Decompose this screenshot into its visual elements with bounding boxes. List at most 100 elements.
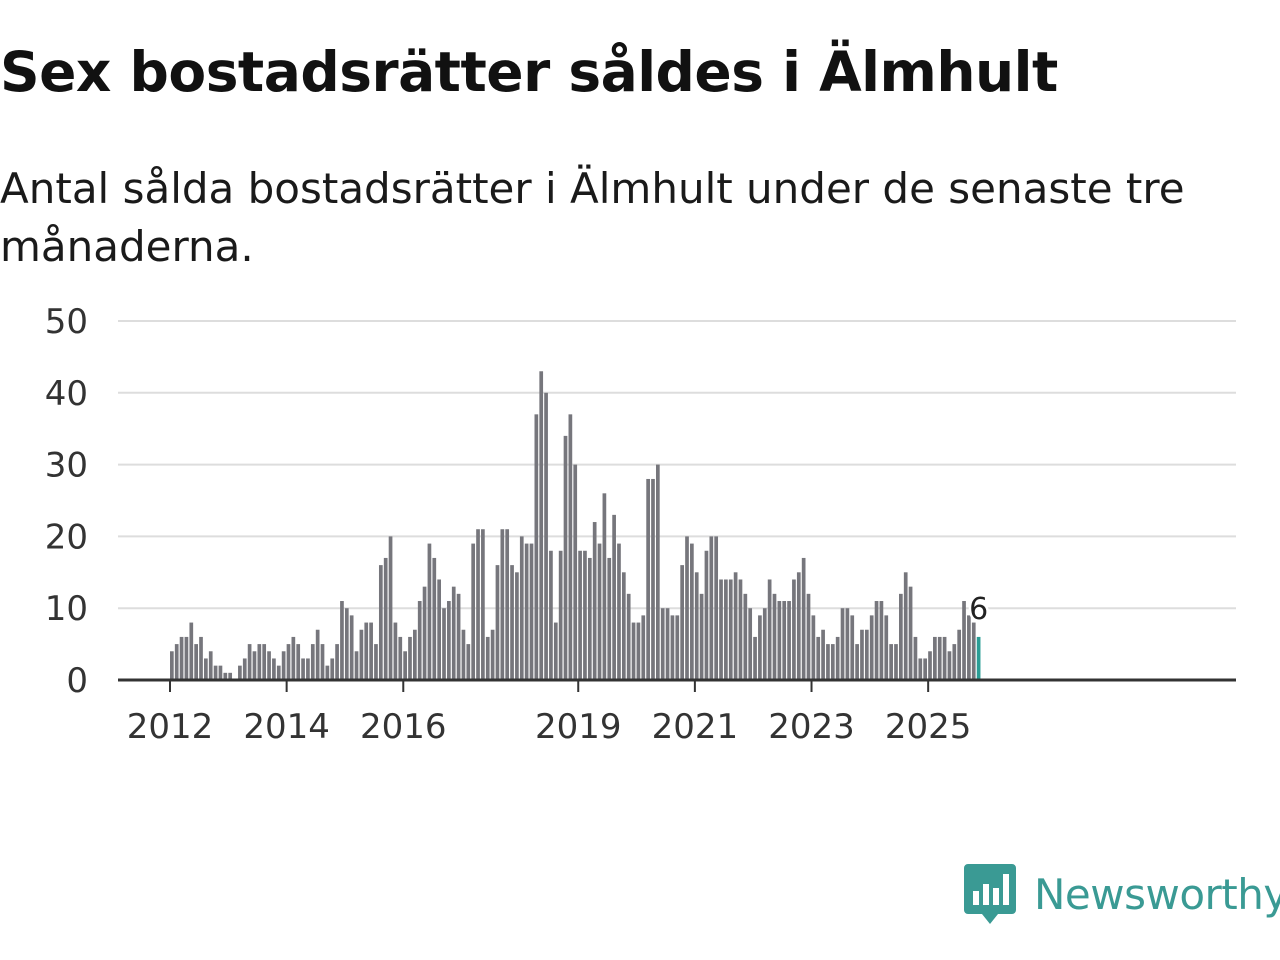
bar [276, 665, 281, 680]
x-tick-label: 2025 [885, 707, 972, 747]
bar [242, 658, 247, 680]
bar [184, 636, 189, 680]
bar [826, 644, 830, 680]
bar [267, 651, 271, 680]
bar [675, 615, 680, 680]
bar [456, 593, 461, 680]
bar [801, 557, 806, 680]
newsworthy-logo-text: Newsworthy [1034, 869, 1280, 919]
bar [830, 644, 835, 680]
bar [310, 644, 315, 680]
bar [393, 622, 398, 680]
bar [971, 622, 976, 680]
bar [383, 557, 388, 680]
bar [354, 651, 359, 680]
bar [291, 636, 296, 680]
bar [748, 608, 753, 680]
bar [325, 665, 330, 680]
bar [835, 636, 840, 680]
bar [510, 565, 514, 680]
bar [821, 629, 825, 680]
x-tick-label: 2023 [768, 707, 855, 747]
bar [558, 550, 563, 680]
bar [451, 586, 456, 680]
y-tick-label: 40 [45, 374, 88, 414]
bar [549, 550, 553, 680]
bar [374, 644, 378, 680]
bar [422, 586, 427, 680]
bar-highlight [976, 636, 981, 680]
bar [597, 543, 602, 680]
bar [636, 622, 641, 680]
bar [962, 601, 966, 680]
bar [208, 651, 213, 680]
bar [617, 543, 621, 680]
bar [787, 601, 791, 680]
bar [806, 593, 811, 680]
y-tick-label: 0 [66, 661, 88, 701]
bar [340, 601, 344, 680]
bar [388, 536, 393, 680]
bar [228, 672, 233, 680]
bar [719, 579, 723, 680]
bar [641, 615, 646, 680]
bar [646, 478, 650, 680]
bar [884, 615, 889, 680]
bar [626, 593, 631, 680]
bar [704, 550, 709, 680]
bar [515, 572, 519, 680]
bar [481, 529, 485, 680]
bar [578, 550, 582, 680]
bar [199, 636, 203, 680]
bar [942, 636, 947, 680]
bar [631, 622, 636, 680]
bar [485, 636, 490, 680]
bar [777, 601, 782, 680]
bar [529, 543, 534, 680]
bar [680, 565, 684, 680]
bar [772, 593, 777, 680]
bar [928, 651, 932, 680]
bar [733, 572, 738, 680]
bar [335, 644, 339, 680]
bar [918, 658, 923, 680]
x-tick-label: 2014 [243, 707, 330, 747]
bar [573, 464, 578, 680]
x-tick-label: 2021 [652, 707, 739, 747]
bar [660, 608, 665, 680]
bar [967, 615, 971, 680]
bar [490, 629, 495, 680]
bar [330, 658, 335, 680]
bar [413, 629, 417, 680]
bar [447, 601, 451, 680]
bar [685, 536, 689, 680]
bar [427, 543, 432, 680]
bar [301, 658, 305, 680]
bar-chart: 0 10 20 30 40 50 2012 2014 2016 2019 2021 2023 2025 6 [45, 302, 1236, 747]
bar [238, 665, 242, 680]
bar [204, 658, 208, 680]
newsworthy-logo: Newsworthy [964, 864, 1280, 924]
bar [286, 644, 291, 680]
bar [519, 536, 524, 680]
bar [860, 629, 864, 680]
bar [252, 651, 257, 680]
bar [568, 414, 573, 680]
bar [359, 629, 364, 680]
bar [782, 601, 787, 680]
bar [738, 579, 743, 680]
bar [894, 644, 898, 680]
bar [903, 572, 908, 680]
bar [364, 622, 369, 680]
bar [665, 608, 670, 680]
bar [315, 629, 320, 680]
bar [344, 608, 349, 680]
bar [378, 565, 383, 680]
bar [612, 514, 616, 680]
bar [247, 644, 252, 680]
bar [583, 550, 587, 680]
bar [724, 579, 728, 680]
bar [913, 636, 918, 680]
bar [544, 392, 548, 680]
bar [621, 572, 626, 680]
